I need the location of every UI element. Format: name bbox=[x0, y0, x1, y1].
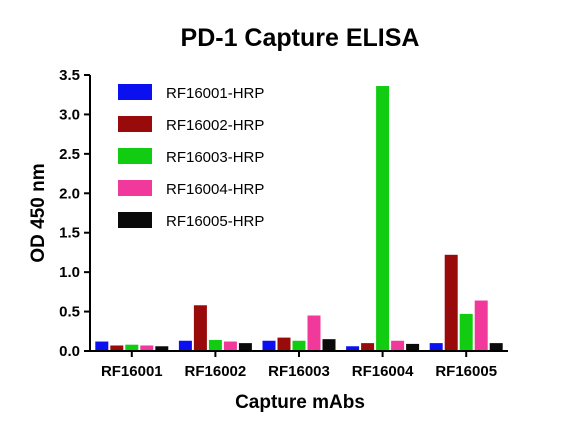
legend-label: RF16004-HRP bbox=[166, 181, 264, 198]
bar-rf16005-hrp-rf16002 bbox=[238, 343, 252, 350]
bar-rf16002-hrp-rf16005 bbox=[444, 254, 458, 350]
x-axis-title: Capture mAbs bbox=[235, 392, 365, 413]
y-tick-label: 2.5 bbox=[59, 146, 80, 163]
bar-rf16005-hrp-rf16001 bbox=[155, 346, 169, 350]
y-tick-label: 2.0 bbox=[59, 185, 80, 202]
bar-rf16001-hrp-rf16003 bbox=[262, 340, 276, 350]
x-tick-label: RF16003 bbox=[268, 363, 330, 380]
bar-rf16003-hrp-rf16004 bbox=[376, 86, 390, 350]
legend-label: RF16002-HRP bbox=[166, 117, 264, 134]
bar-rf16003-hrp-rf16001 bbox=[125, 344, 139, 350]
bar-rf16004-hrp-rf16005 bbox=[474, 300, 488, 350]
legend-swatch bbox=[118, 148, 152, 164]
bar-rf16002-hrp-rf16003 bbox=[277, 337, 291, 350]
bar-rf16005-hrp-rf16005 bbox=[489, 343, 503, 350]
y-tick-label: 3.0 bbox=[59, 106, 80, 123]
bar-rf16001-hrp-rf16001 bbox=[95, 341, 109, 350]
bar-rf16003-hrp-rf16005 bbox=[459, 313, 473, 350]
legend-label: RF16003-HRP bbox=[166, 149, 264, 166]
bar-rf16004-hrp-rf16001 bbox=[140, 345, 154, 350]
legend-swatch bbox=[118, 116, 152, 132]
x-tick-label: RF16004 bbox=[352, 363, 414, 380]
bar-rf16002-hrp-rf16004 bbox=[361, 343, 375, 350]
bar-rf16004-hrp-rf16003 bbox=[307, 315, 321, 350]
bar-rf16001-hrp-rf16004 bbox=[346, 346, 360, 350]
y-tick-label: 0.5 bbox=[59, 304, 80, 321]
bar-rf16004-hrp-rf16004 bbox=[391, 340, 405, 350]
bar-rf16002-hrp-rf16001 bbox=[110, 345, 124, 350]
x-tick-label: RF16002 bbox=[185, 363, 247, 380]
y-tick-label: 3.5 bbox=[59, 67, 80, 84]
bar-rf16005-hrp-rf16003 bbox=[322, 339, 336, 350]
bar-rf16005-hrp-rf16004 bbox=[406, 343, 420, 350]
legend: RF16001-HRP RF16002-HRP RF16003-HRP RF16004… bbox=[118, 84, 264, 230]
x-tick-label: RF16005 bbox=[435, 363, 497, 380]
legend-label: RF16005-HRP bbox=[166, 213, 264, 230]
y-tick-label: 1.5 bbox=[59, 225, 80, 242]
bar-rf16003-hrp-rf16002 bbox=[208, 339, 222, 350]
bar-rf16002-hrp-rf16002 bbox=[193, 305, 207, 350]
x-tick-label: RF16001 bbox=[101, 363, 163, 380]
chart-title: PD-1 Capture ELISA bbox=[181, 24, 420, 52]
legend-label: RF16001-HRP bbox=[166, 85, 264, 102]
y-tick-label: 0.0 bbox=[59, 343, 80, 360]
x-axis: RF16001 RF16002 RF16003 RF16004 RF16005 bbox=[90, 350, 508, 380]
y-tick-label: 1.0 bbox=[59, 264, 80, 281]
y-axis: 0.0 0.5 1.0 1.5 2.0 2.5 3.0 3.5 bbox=[59, 67, 91, 360]
bar-rf16004-hrp-rf16002 bbox=[223, 341, 237, 350]
bar-rf16003-hrp-rf16003 bbox=[292, 340, 306, 350]
bar-rf16001-hrp-rf16005 bbox=[429, 343, 443, 350]
legend-swatch bbox=[118, 212, 152, 228]
y-axis-title: OD 450 nm bbox=[28, 163, 49, 262]
legend-swatch bbox=[118, 180, 152, 196]
legend-swatch bbox=[118, 84, 152, 100]
bars bbox=[95, 86, 503, 350]
bar-rf16001-hrp-rf16002 bbox=[178, 340, 192, 350]
